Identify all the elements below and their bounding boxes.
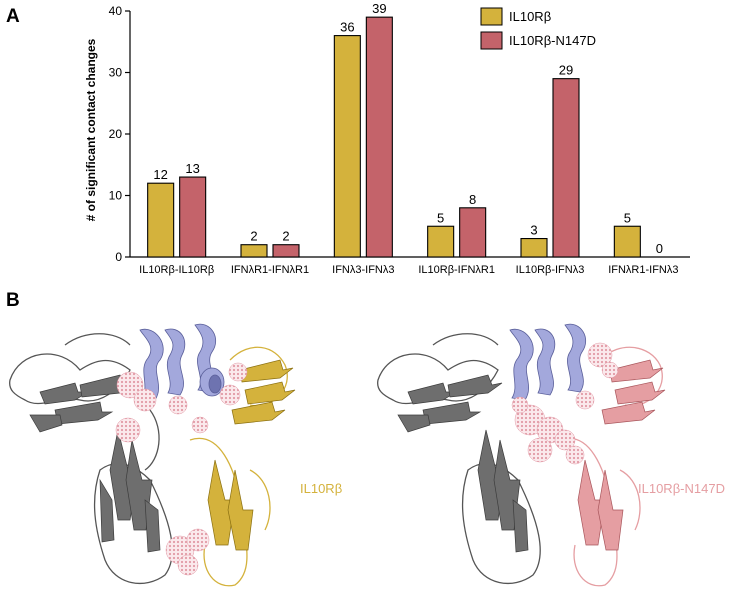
structure-n147d: IL10Rβ-N147D <box>377 323 725 587</box>
bar <box>520 238 548 258</box>
y-axis-label: # of significant contact changes <box>84 38 98 221</box>
panel-a-letter: A <box>6 6 20 27</box>
bar-value-label: 13 <box>185 161 199 176</box>
structure-label-il10rb: IL10Rβ <box>300 481 342 496</box>
bars <box>147 16 641 258</box>
bar-value-label: 12 <box>153 167 167 182</box>
category-labels: IL10Rβ-IL10Rβ IFNλR1-IFNλR1 IFNλ3-IFNλ3 IL1… <box>139 264 678 276</box>
structure-il10rb: IL10Rβ <box>9 323 342 587</box>
legend: IL10Rβ IL10Rβ-N147D <box>480 7 596 50</box>
y-tick-label: 40 <box>109 4 123 18</box>
bar <box>272 244 300 258</box>
bar <box>552 78 580 258</box>
contact-residues <box>115 362 248 576</box>
category-label: IFNλR1-IFNλR1 <box>231 264 309 276</box>
bar <box>240 244 268 258</box>
y-axis: 0 10 20 30 40 <box>109 4 131 264</box>
bar-value-label: 3 <box>530 223 537 238</box>
legend-swatch <box>480 31 503 50</box>
category-label: IL10Rβ-IFNλ3 <box>516 264 585 276</box>
bar-value-label: 2 <box>282 229 289 244</box>
legend-label: IL10Rβ <box>509 9 551 24</box>
bar <box>179 176 207 258</box>
bar-value-label: 2 <box>250 229 257 244</box>
y-tick-label: 20 <box>109 127 123 141</box>
legend-swatch <box>480 7 503 26</box>
bar-value-label: 0 <box>656 241 663 256</box>
y-tick-label: 30 <box>109 66 123 80</box>
bar-value-label: 29 <box>559 63 573 78</box>
y-tick-label: 10 <box>109 189 123 203</box>
category-label: IL10Rβ-IFNλR1 <box>418 264 495 276</box>
contact-residues <box>511 342 619 465</box>
bar-value-label: 8 <box>469 192 476 207</box>
bar <box>613 225 641 258</box>
panel-b-letter: B <box>6 290 20 311</box>
ifnl3-helices <box>139 323 225 401</box>
y-tick-label: 0 <box>115 250 122 264</box>
il10rb-sheets <box>207 359 296 551</box>
bar-chart: 0 10 20 30 40 12 13 2 2 36 39 5 8 3 29 5 0 IL10Rβ-IL10R… <box>84 1 690 276</box>
category-label: IL10Rβ-IL10Rβ <box>139 264 214 276</box>
bar-value-label: 5 <box>437 210 444 225</box>
bar <box>427 225 455 258</box>
bar-value-label: 39 <box>372 1 386 16</box>
ifnlr1-sheets <box>397 374 529 553</box>
bar-value-label: 36 <box>340 20 354 35</box>
bar <box>459 207 487 258</box>
bar-value-labels: 12 13 2 2 36 39 5 8 3 29 5 0 <box>153 1 663 256</box>
n147d-sheets <box>577 359 666 551</box>
structure-label-n147d: IL10Rβ-N147D <box>638 481 725 496</box>
bar <box>333 35 361 258</box>
bar <box>365 16 393 258</box>
category-label: IFNλ3-IFNλ3 <box>332 264 394 276</box>
category-label: IFNλR1-IFNλ3 <box>608 264 678 276</box>
ifnlr1-sheets <box>29 374 161 553</box>
legend-label: IL10Rβ-N147D <box>509 33 596 48</box>
ifnl3-helices <box>509 323 587 401</box>
bar-value-label: 5 <box>624 210 631 225</box>
bar <box>147 182 175 258</box>
